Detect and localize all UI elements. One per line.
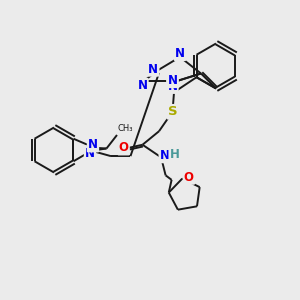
Text: S: S (168, 105, 177, 118)
Text: N: N (167, 74, 178, 87)
Text: N: N (148, 62, 158, 76)
Text: O: O (118, 141, 129, 154)
Text: N: N (167, 80, 178, 93)
Text: H: H (170, 148, 180, 161)
Text: N: N (160, 149, 170, 162)
Text: N: N (137, 79, 148, 92)
Text: O: O (184, 171, 194, 184)
Text: CH₃: CH₃ (118, 124, 133, 133)
Text: N: N (175, 47, 185, 60)
Text: N: N (85, 147, 95, 160)
Text: N: N (88, 138, 98, 151)
